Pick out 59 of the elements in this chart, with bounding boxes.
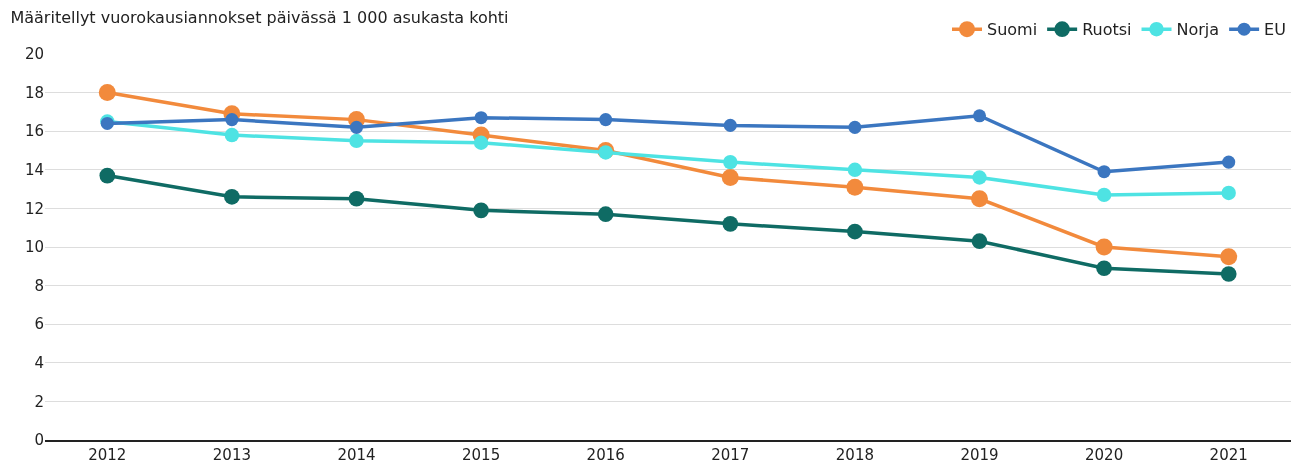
point — [224, 188, 240, 205]
point — [1096, 260, 1112, 277]
point — [1096, 187, 1112, 203]
point — [349, 120, 364, 134]
y-tick-label: 4 — [34, 354, 44, 373]
y-tick-label: 10 — [24, 238, 44, 257]
point — [1220, 266, 1237, 282]
point — [1220, 248, 1238, 266]
x-tick-label: 2016 — [586, 445, 625, 464]
legend-label: Norja — [1176, 20, 1220, 40]
point — [224, 127, 240, 143]
x-tick-label: 2012 — [88, 445, 127, 464]
point — [597, 206, 614, 223]
point — [1222, 155, 1236, 169]
point — [971, 190, 988, 208]
x-tick-label: 2018 — [835, 445, 874, 464]
y-tick-label: 0 — [34, 431, 44, 450]
y-tick-label: 20 — [24, 45, 44, 64]
point — [599, 113, 613, 127]
point — [972, 170, 987, 185]
point — [971, 233, 988, 250]
y-tick-label: 8 — [34, 276, 44, 295]
legend-label: Ruotsi — [1082, 20, 1132, 40]
point — [1097, 165, 1111, 179]
y-tick-label: 18 — [24, 83, 44, 102]
y-tick-label: 16 — [24, 122, 44, 141]
point — [225, 113, 239, 127]
point — [721, 169, 739, 187]
legend-label: Suomi — [987, 20, 1038, 40]
point — [473, 202, 489, 219]
y-tick-label: 6 — [34, 315, 44, 334]
point — [99, 167, 116, 184]
point — [847, 223, 863, 240]
chart-title: Määritellyt vuorokausiannokset päivässä 1 000 asukasta kohti — [10, 8, 509, 28]
x-tick-label: 2019 — [960, 445, 999, 464]
point — [847, 162, 863, 177]
point — [473, 135, 489, 150]
point — [848, 120, 862, 134]
x-tick-label: 2013 — [212, 445, 251, 464]
y-tick-label: 14 — [24, 161, 44, 180]
point — [972, 109, 987, 123]
x-tick-label: 2021 — [1209, 445, 1248, 464]
point — [723, 118, 737, 132]
point — [723, 154, 738, 170]
legend-label: EU — [1264, 20, 1286, 40]
x-tick-label: 2015 — [462, 445, 501, 464]
point — [348, 190, 365, 207]
point — [474, 111, 488, 125]
point — [722, 215, 739, 232]
point — [846, 178, 864, 196]
x-tick-label: 2014 — [337, 445, 376, 464]
y-tick-label: 12 — [24, 199, 44, 218]
point — [1095, 238, 1113, 256]
point — [98, 84, 116, 102]
point — [349, 133, 364, 149]
x-tick-label: 2020 — [1085, 445, 1124, 464]
y-tick-label: 2 — [34, 392, 44, 411]
x-tick-label: 2017 — [711, 445, 750, 464]
point — [1221, 185, 1236, 201]
